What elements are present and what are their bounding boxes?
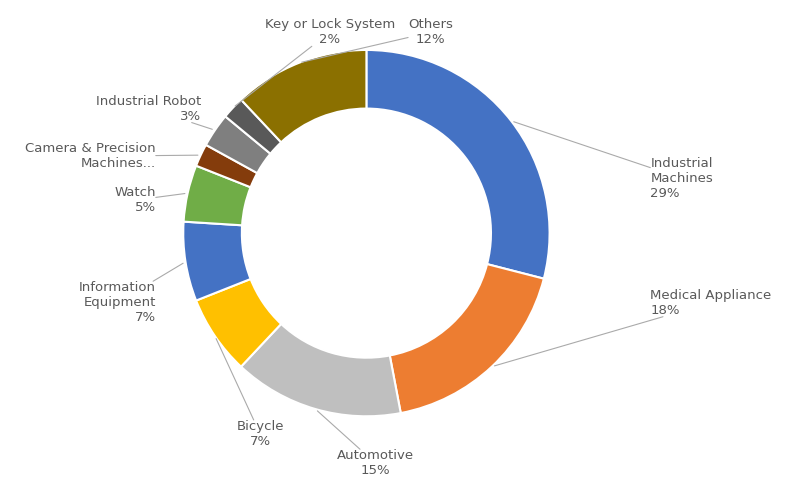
Wedge shape [206,116,271,173]
Text: Automotive
15%: Automotive 15% [317,411,414,477]
Text: Bicycle
7%: Bicycle 7% [216,339,284,448]
Text: Medical Appliance
18%: Medical Appliance 18% [495,289,772,366]
Wedge shape [196,145,257,187]
Text: Others
12%: Others 12% [301,18,453,62]
Wedge shape [241,50,366,142]
Text: Industrial Robot
3%: Industrial Robot 3% [96,95,212,129]
Wedge shape [390,264,544,413]
Text: Key or Lock System
2%: Key or Lock System 2% [235,18,395,106]
Wedge shape [196,279,281,366]
Wedge shape [183,222,251,301]
Text: Industrial
Machines
29%: Industrial Machines 29% [514,122,713,200]
Text: Information
Equipment
7%: Information Equipment 7% [79,263,183,324]
Text: Camera & Precision
Machines...: Camera & Precision Machines... [25,142,198,170]
Wedge shape [184,166,251,225]
Wedge shape [366,50,550,279]
Wedge shape [226,100,281,154]
Text: Watch
5%: Watch 5% [114,186,185,214]
Wedge shape [241,324,401,416]
